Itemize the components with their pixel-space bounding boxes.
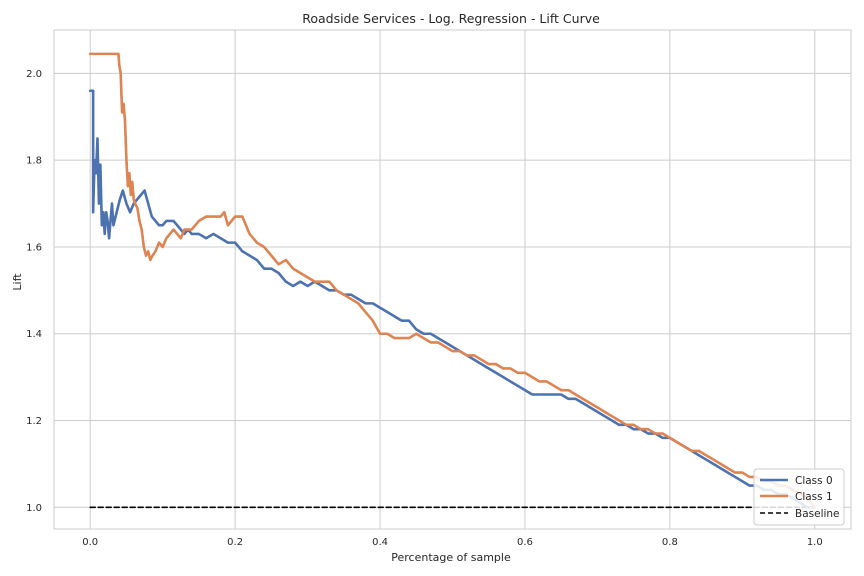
y-tick-label: 1.6 (26, 242, 42, 253)
plot-background (54, 30, 851, 529)
x-tick-label: 0.0 (82, 537, 98, 548)
y-tick-label: 1.4 (26, 329, 42, 340)
series-line-class-1 (88, 52, 817, 509)
x-tick-label: 1.0 (807, 537, 823, 548)
legend-label-baseline: Baseline (795, 508, 840, 520)
legend: Class 0 Class 1 Baseline (753, 468, 845, 526)
legend-box (753, 468, 845, 526)
y-tick-label: 1.2 (26, 416, 42, 427)
chart-title: Roadside Services - Log. Regression - Li… (302, 11, 600, 26)
legend-label-class-1: Class 1 (795, 491, 833, 503)
legend-label-class-0: Class 0 (795, 475, 833, 487)
x-tick-label: 0.8 (662, 537, 678, 548)
x-axis-label: Percentage of sample (391, 551, 511, 564)
y-tick-label: 2.0 (26, 69, 42, 80)
y-tick-label: 1.0 (26, 503, 42, 514)
y-axis-label: Lift (11, 273, 24, 291)
x-tick-label: 0.2 (227, 537, 243, 548)
series-layer (88, 52, 817, 509)
x-tick-label: 0.6 (517, 537, 533, 548)
series-line-class-0 (88, 89, 817, 509)
plot-frame (53, 29, 852, 530)
y-tick-labels: 1.0 1.2 1.4 1.6 1.8 2.0 (26, 69, 42, 514)
y-tick-label: 1.8 (26, 156, 42, 167)
x-tick-label: 0.4 (372, 537, 388, 548)
x-tick-labels: 0.0 0.2 0.4 0.6 0.8 1.0 (82, 537, 822, 548)
